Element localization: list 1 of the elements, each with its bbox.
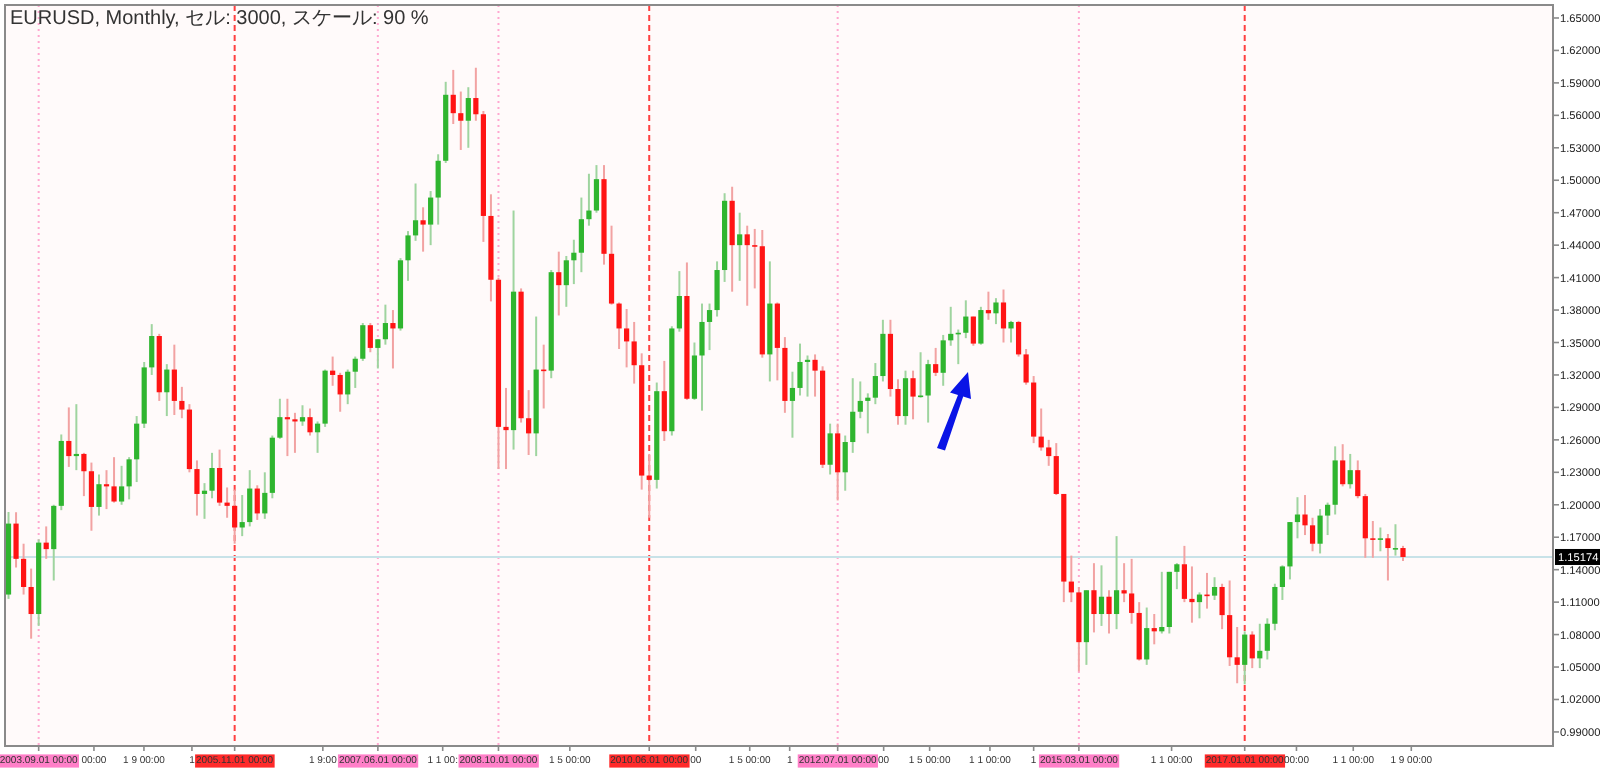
chart-title: EURUSD, Monthly, セル: 3000, スケール: 90 % (10, 8, 429, 30)
